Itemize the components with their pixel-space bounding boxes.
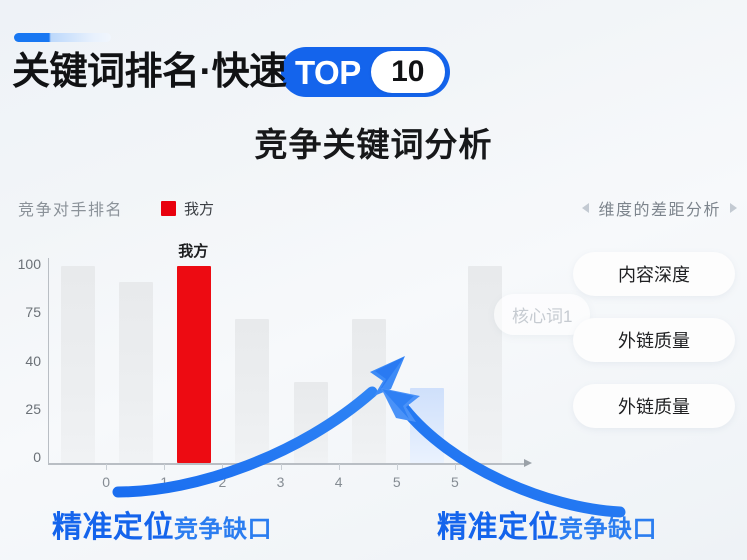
legend-swatch-icon xyxy=(161,200,177,216)
x-axis-tick-mark xyxy=(454,464,456,470)
bar-normal[interactable] xyxy=(235,319,270,463)
chart-header-row: 竞争对手排名 我方 xyxy=(18,196,214,220)
bottom-caption-left-soft: 竞争缺口 xyxy=(174,516,272,543)
dimension-card[interactable]: 外链质量 xyxy=(573,318,735,362)
top-rank-badge: TOP 10 xyxy=(281,47,450,97)
y-axis-tick-label: 0 xyxy=(33,449,41,465)
x-axis-tick-mark xyxy=(396,464,398,470)
dimension-card[interactable]: 外链质量 xyxy=(573,384,735,428)
bar-highlight-label: 我方 xyxy=(178,243,209,260)
x-axis-tick-label: 4 xyxy=(334,474,343,490)
x-axis-tick-label: 5 xyxy=(450,474,459,490)
dimension-card-label: 外链质量 xyxy=(618,397,690,417)
bottom-caption-left: 精准定位 竞争缺口 xyxy=(52,502,272,546)
chart-plot-area: 100 75 40 25 0 xyxy=(18,256,513,465)
y-axis-tick-label: 40 xyxy=(25,352,41,369)
page-subtitle: 竞争关键词分析 xyxy=(254,126,493,163)
page-title-text: 关键词排名·快速 xyxy=(12,51,287,93)
x-axis-tick-mark xyxy=(222,464,224,470)
triangle-left-icon[interactable] xyxy=(582,203,590,213)
page-title: 关键词排名·快速 xyxy=(12,44,287,100)
chart-legend-item: 我方 xyxy=(161,198,214,219)
y-axis-tick-label: 75 xyxy=(25,304,41,321)
triangle-right-icon[interactable] xyxy=(730,203,737,213)
accent-bar xyxy=(14,33,111,42)
x-axis-tick-mark xyxy=(106,464,108,470)
bar-chart: 100 75 40 25 0 我方 0 1 2 3 4 5 5 xyxy=(0,240,560,490)
top-badge-count-chip: 10 xyxy=(370,51,445,93)
dimension-card[interactable]: 内容深度 xyxy=(573,252,735,296)
legend-label: 我方 xyxy=(184,200,215,218)
chart-caption: 竞争对手排名 xyxy=(18,202,124,219)
bar-normal[interactable] xyxy=(61,266,96,463)
x-axis-tick-mark xyxy=(280,464,282,470)
dimension-card-label: 内容深度 xyxy=(618,265,690,285)
bar-normal[interactable] xyxy=(351,319,386,463)
x-axis-tick-label: 0 xyxy=(102,474,111,490)
top-badge-count-label: 10 xyxy=(391,55,425,88)
bottom-caption-right-strong: 精准定位 xyxy=(437,511,559,544)
bottom-caption-left-strong: 精准定位 xyxy=(52,511,174,544)
y-axis-tick-label: 25 xyxy=(25,400,41,417)
x-axis-tick-label: 3 xyxy=(276,474,285,490)
x-axis-tick-label: 2 xyxy=(218,474,227,490)
x-axis-tick-mark xyxy=(338,464,340,470)
dimension-card-label: 外链质量 xyxy=(618,331,690,351)
x-axis-tick-mark xyxy=(164,464,166,470)
dimension-card-list: 内容深度 外链质量 外链质量 xyxy=(573,252,735,428)
dimension-header-title: 维度的差距分析 xyxy=(598,202,721,219)
top-badge-label: TOP xyxy=(295,53,361,91)
dimension-header: 维度的差距分析 xyxy=(582,196,737,220)
y-axis-tick-label: 100 xyxy=(17,256,41,272)
x-axis-tick-label: 5 xyxy=(392,474,401,490)
bar-ghost[interactable] xyxy=(409,388,444,463)
bar-normal[interactable] xyxy=(119,281,154,463)
bottom-caption-right-soft: 竞争缺口 xyxy=(559,516,657,543)
bar-highlight[interactable] xyxy=(177,266,212,463)
core-keyword-pill[interactable]: 核心词1 xyxy=(494,294,591,335)
x-axis-arrow-icon xyxy=(524,459,532,467)
bottom-caption-right: 精准定位 竞争缺口 xyxy=(437,502,657,546)
bar-normal[interactable] xyxy=(467,266,502,463)
bar-normal[interactable] xyxy=(293,382,328,463)
x-axis-tick-label: 1 xyxy=(160,474,169,490)
